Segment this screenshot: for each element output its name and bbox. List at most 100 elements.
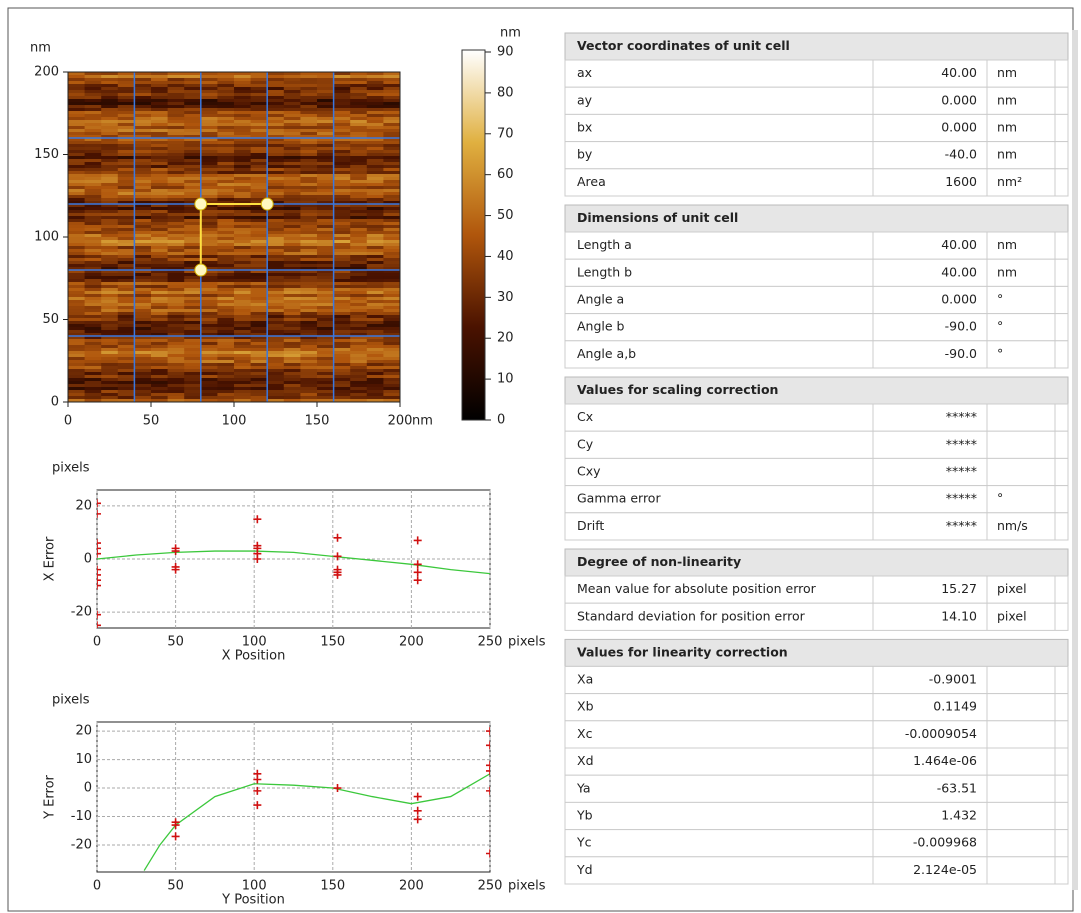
heatmap-cell bbox=[283, 270, 301, 274]
heatmap-cell bbox=[84, 105, 102, 109]
heatmap-cell bbox=[101, 348, 119, 352]
heatmap-cell bbox=[283, 384, 301, 388]
error-point bbox=[97, 576, 101, 585]
heatmap-cell bbox=[84, 204, 102, 208]
heatmap-cell bbox=[217, 177, 235, 181]
heatmap-cell bbox=[250, 153, 268, 157]
heatmap-cell bbox=[134, 378, 152, 382]
heatmap-cell bbox=[283, 390, 301, 394]
heatmap-cell bbox=[68, 123, 85, 127]
heatmap-cell bbox=[84, 180, 102, 184]
heatmap-cell bbox=[283, 351, 301, 355]
heatmap-cell bbox=[283, 234, 301, 238]
heatmap-cell bbox=[317, 174, 334, 178]
heatmap-cell bbox=[101, 210, 119, 214]
heatmap-cell bbox=[333, 168, 351, 172]
heatmap-cell bbox=[117, 318, 135, 322]
heatmap-cell bbox=[300, 357, 318, 361]
heatmap-cell bbox=[234, 273, 251, 277]
heatmap-cell bbox=[101, 105, 119, 109]
heatmap-cell bbox=[134, 327, 152, 331]
heatmap-cell bbox=[117, 84, 135, 88]
heatmap-cell bbox=[300, 288, 318, 292]
heatmap-cell bbox=[84, 258, 102, 262]
heatmap-cell bbox=[184, 261, 202, 265]
table-row bbox=[564, 141, 1069, 170]
heatmap-cell bbox=[184, 153, 202, 157]
heatmap-cell bbox=[151, 93, 168, 97]
heatmap-cell bbox=[283, 291, 301, 295]
heatmap-cell bbox=[333, 252, 351, 256]
heatmap-cell bbox=[383, 87, 401, 91]
heatmap-cell bbox=[217, 252, 235, 256]
heatmap-cell bbox=[134, 144, 152, 148]
heatmap-cell bbox=[184, 168, 202, 172]
heatmap-cell bbox=[366, 198, 384, 202]
heatmap-cell bbox=[283, 201, 301, 205]
heatmap-cell bbox=[234, 399, 251, 403]
heatmap-cell bbox=[333, 294, 351, 298]
heatmap-cell bbox=[300, 375, 318, 379]
scrollbar[interactable] bbox=[1072, 30, 1078, 890]
heatmap-cell bbox=[283, 393, 301, 397]
heatmap-cell bbox=[250, 366, 268, 370]
heatmap-cell bbox=[333, 279, 351, 283]
heatmap-cell bbox=[333, 372, 351, 376]
heatmap-cell bbox=[283, 126, 301, 130]
heatmap-cell bbox=[117, 81, 135, 85]
row-label: ay bbox=[577, 92, 593, 107]
heatmap-cell bbox=[68, 228, 85, 232]
heatmap-cell bbox=[350, 93, 368, 97]
heatmap-cell bbox=[234, 267, 251, 271]
heatmap-cell bbox=[267, 366, 285, 370]
heatmap-cell bbox=[250, 345, 268, 349]
heatmap-cell bbox=[300, 213, 318, 217]
heatmap-cell bbox=[250, 330, 268, 334]
heatmap-cell bbox=[200, 195, 218, 199]
heatmap-cell bbox=[151, 183, 168, 187]
heatmap-cell bbox=[267, 234, 285, 238]
heatmap-cell bbox=[333, 354, 351, 358]
heatmap-cell bbox=[350, 201, 368, 205]
heatmap-cell bbox=[267, 126, 285, 130]
heatmap-cell bbox=[300, 369, 318, 373]
heatmap-cell bbox=[68, 159, 85, 163]
heatmap-cell bbox=[350, 120, 368, 124]
heatmap-cell bbox=[333, 363, 351, 367]
heatmap-cell bbox=[101, 336, 119, 340]
heatmap-cell bbox=[117, 375, 135, 379]
heatmap-cell bbox=[101, 288, 119, 292]
heatmap-cell bbox=[383, 276, 401, 280]
heatmap-cell bbox=[350, 111, 368, 115]
heatmap-cell bbox=[200, 312, 218, 316]
heatmap-cell bbox=[300, 267, 318, 271]
heatmap-cell bbox=[333, 228, 351, 232]
heatmap-cell bbox=[217, 78, 235, 82]
heatmap-cell bbox=[366, 240, 384, 244]
table-row bbox=[564, 602, 1069, 631]
plot-marks bbox=[97, 499, 490, 628]
heatmap-cell bbox=[134, 321, 152, 325]
heatmap-cell bbox=[151, 348, 168, 352]
heatmap-cell bbox=[366, 165, 384, 169]
heatmap-cell bbox=[267, 306, 285, 310]
heatmap-cell bbox=[217, 111, 235, 115]
heatmap-cell bbox=[151, 279, 168, 283]
heatmap-cell bbox=[317, 348, 334, 352]
heatmap-cell bbox=[366, 177, 384, 181]
heatmap-cell bbox=[101, 186, 119, 190]
heatmap-cell bbox=[250, 354, 268, 358]
heatmap-cell bbox=[283, 285, 301, 289]
row-value: 1.432 bbox=[941, 808, 977, 823]
heatmap-cell bbox=[184, 174, 202, 178]
heatmap-cell bbox=[383, 93, 401, 97]
heatmap-cell bbox=[300, 114, 318, 118]
heatmap-cell bbox=[250, 114, 268, 118]
row-label: Xa bbox=[577, 672, 593, 687]
heatmap-cell bbox=[84, 84, 102, 88]
heatmap-cell bbox=[350, 126, 368, 130]
heatmap-cell bbox=[383, 84, 401, 88]
section-title: Degree of non-linearity bbox=[577, 554, 741, 569]
heatmap-cell bbox=[317, 267, 334, 271]
error-point bbox=[253, 555, 262, 563]
